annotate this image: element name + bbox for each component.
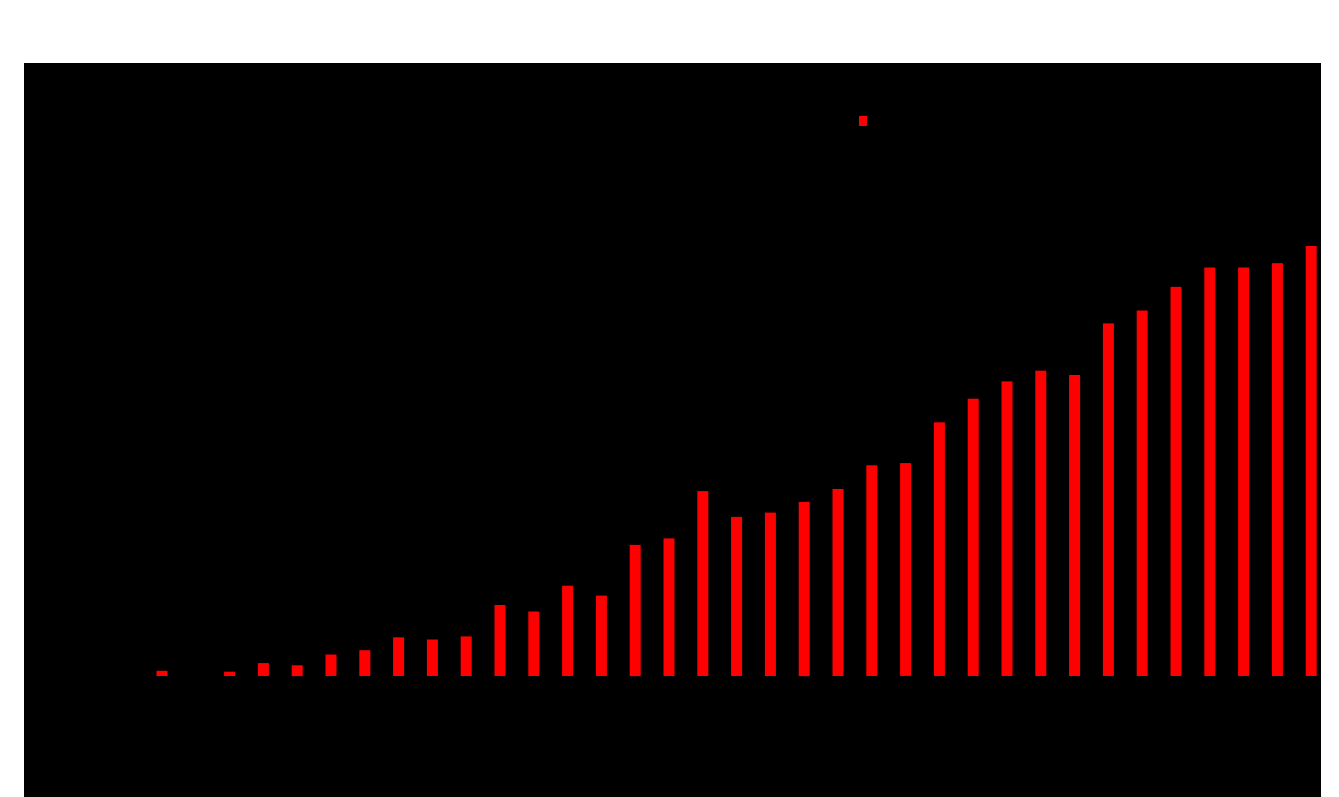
bar-16 <box>663 538 675 676</box>
bar-1 <box>156 670 168 676</box>
bar-28 <box>1069 375 1081 676</box>
bar-26 <box>1001 381 1013 676</box>
bar-35 <box>1305 246 1317 676</box>
bar-20 <box>798 501 810 677</box>
bar-6 <box>325 654 337 676</box>
bar-34 <box>1271 263 1283 676</box>
bar-29 <box>1102 323 1114 676</box>
bar-7 <box>359 650 371 676</box>
bar-11 <box>494 605 506 676</box>
bar-23 <box>900 463 912 676</box>
bar-14 <box>595 595 607 676</box>
bar-9 <box>426 639 438 676</box>
bar-5 <box>291 665 303 677</box>
legend-marker-group <box>859 116 867 126</box>
bar-32 <box>1204 267 1216 676</box>
bar-10 <box>460 636 472 676</box>
bar-8 <box>393 637 405 676</box>
bar-19 <box>764 512 776 676</box>
bar-27 <box>1035 370 1047 676</box>
bar-30 <box>1136 310 1148 676</box>
legend-marker <box>859 116 867 126</box>
bar-12 <box>528 611 540 676</box>
bar-21 <box>832 489 844 676</box>
bar-4 <box>257 663 269 676</box>
bar-24 <box>933 422 945 676</box>
bar-13 <box>562 585 574 676</box>
bars-group <box>156 246 1317 677</box>
bar-33 <box>1238 267 1250 676</box>
bar-22 <box>866 465 878 676</box>
bar-31 <box>1170 286 1182 676</box>
bar-17 <box>697 491 709 676</box>
bar-25 <box>967 398 979 676</box>
bar-3 <box>224 671 236 676</box>
bar-15 <box>629 544 641 677</box>
bar-18 <box>731 516 743 676</box>
